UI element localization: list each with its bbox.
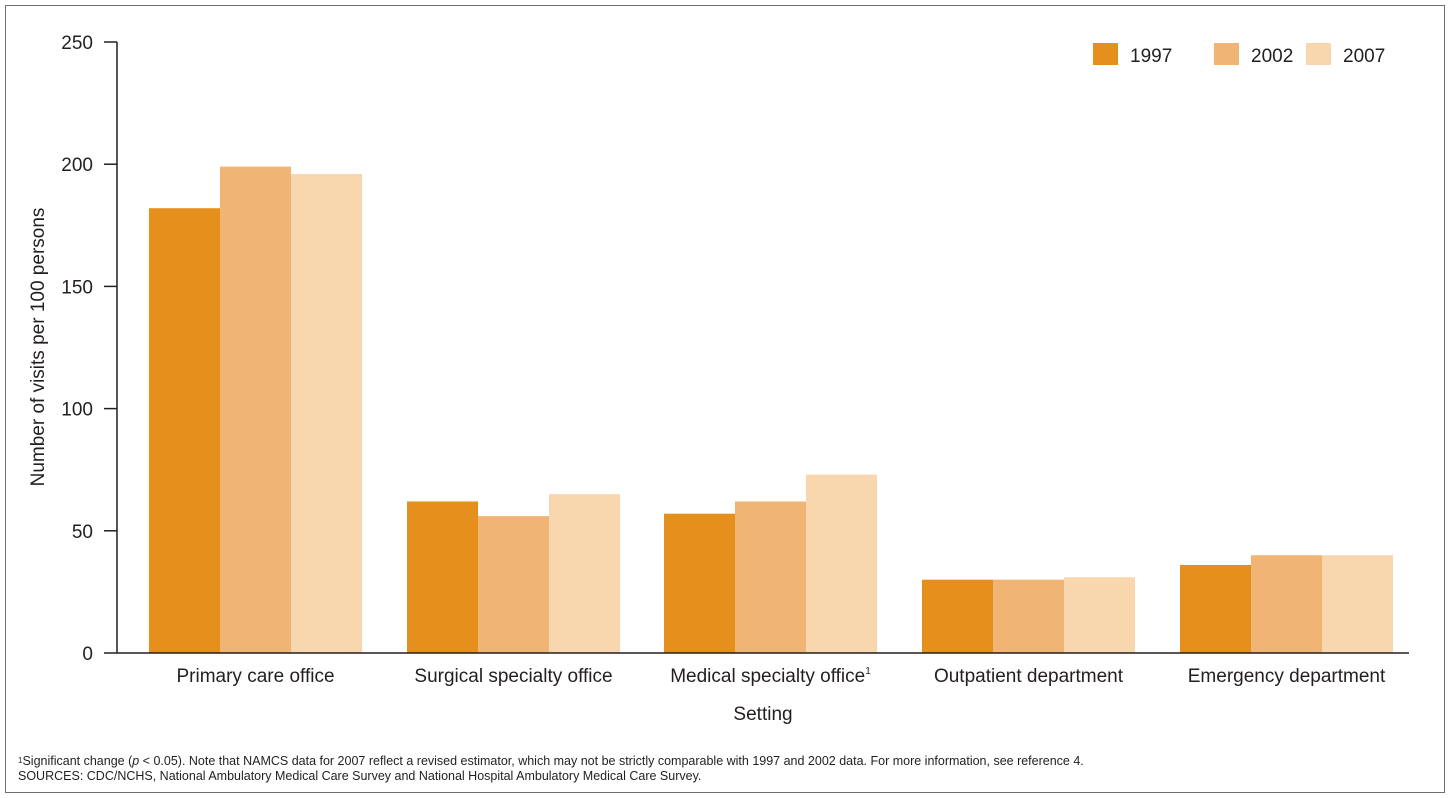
bar-2007-3 — [806, 474, 877, 653]
footnote-text-2: < 0.05). Note that NAMCS data for 2007 r… — [139, 754, 1084, 768]
bar-2002-4 — [993, 579, 1064, 653]
bar-2007-5 — [1322, 555, 1393, 653]
y-axis-title: Number of visits per 100 persons — [28, 208, 49, 487]
bar-2002-3 — [735, 501, 806, 653]
labels-layer: 0 50 100 150 200 250 Primary care office Surgic… — [28, 33, 1386, 725]
bar-1997-4 — [922, 579, 993, 653]
footnote-p-symbol: p — [132, 754, 140, 768]
bar-1997-2 — [407, 501, 478, 653]
legend-label-2007: 2007 — [1343, 46, 1385, 67]
x-category-label-3: Medical specialty office1 — [670, 666, 871, 687]
bar-1997-5 — [1180, 565, 1251, 653]
bar-2007-2 — [549, 494, 620, 653]
y-tick-label-150: 150 — [61, 277, 93, 298]
figure-frame — [5, 5, 1445, 793]
legend-swatch-2002 — [1214, 43, 1239, 65]
legend-label-1997: 1997 — [1130, 46, 1172, 67]
footnote-significance: 1Significant change (p < 0.05). Note tha… — [18, 754, 1084, 769]
y-tick-label-200: 200 — [61, 155, 93, 176]
bar-2002-1 — [220, 166, 291, 654]
x-axis-title: Setting — [733, 704, 792, 725]
legend-swatch-1997 — [1093, 43, 1118, 65]
bars-layer — [149, 166, 1393, 654]
bar-2002-2 — [478, 516, 549, 653]
bar-2002-5 — [1251, 555, 1322, 653]
y-tick-label-50: 50 — [72, 522, 93, 543]
y-tick-label-0: 0 — [82, 644, 93, 665]
bar-2007-4 — [1064, 577, 1135, 653]
x-category-label-4: Outpatient department — [934, 666, 1124, 687]
x-category-label-1: Primary care office — [176, 666, 334, 687]
footnote-marker: 1 — [18, 756, 23, 765]
legend-swatch-2007 — [1306, 43, 1331, 65]
footnote-sources: SOURCES: CDC/NCHS, National Ambulatory M… — [18, 769, 702, 783]
y-tick-label-250: 250 — [61, 33, 93, 54]
y-tick-label-100: 100 — [61, 400, 93, 421]
x-category-label-5: Emergency department — [1188, 666, 1386, 687]
axes-layer — [104, 41, 1409, 654]
x-category-label-2: Surgical specialty office — [414, 666, 612, 687]
x-category-superscript-3: 1 — [865, 666, 871, 677]
legend: 1997 2002 2007 — [1093, 43, 1385, 67]
bar-1997-1 — [149, 208, 220, 653]
bar-2007-1 — [291, 173, 362, 653]
bar-1997-3 — [664, 513, 735, 653]
footnote-text-1: Significant change ( — [22, 754, 133, 768]
legend-label-2002: 2002 — [1251, 46, 1293, 67]
